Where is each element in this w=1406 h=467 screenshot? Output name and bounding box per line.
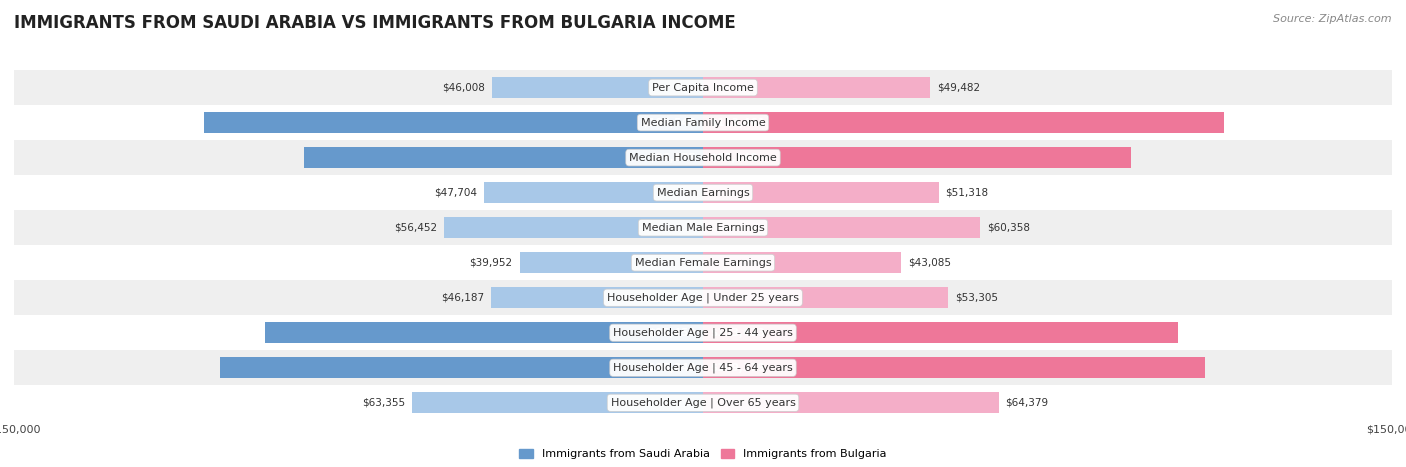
Bar: [703, 392, 998, 413]
Bar: [14, 385, 1392, 420]
Text: $95,450: $95,450: [648, 328, 696, 338]
Text: $93,148: $93,148: [710, 153, 758, 163]
Text: $105,249: $105,249: [641, 363, 696, 373]
Bar: [492, 77, 703, 98]
Bar: [703, 147, 1130, 168]
Bar: [14, 280, 1392, 315]
Bar: [703, 357, 1205, 378]
Bar: [14, 140, 1392, 175]
Text: $39,952: $39,952: [470, 258, 513, 268]
Bar: [412, 392, 703, 413]
Text: $108,544: $108,544: [641, 118, 696, 127]
Text: $113,461: $113,461: [710, 118, 765, 127]
Bar: [703, 287, 948, 308]
Text: Median Earnings: Median Earnings: [657, 188, 749, 198]
Text: IMMIGRANTS FROM SAUDI ARABIA VS IMMIGRANTS FROM BULGARIA INCOME: IMMIGRANTS FROM SAUDI ARABIA VS IMMIGRAN…: [14, 14, 735, 32]
Text: $56,452: $56,452: [394, 223, 437, 233]
Bar: [703, 77, 931, 98]
Bar: [14, 315, 1392, 350]
Bar: [444, 217, 703, 238]
Text: $64,379: $64,379: [1005, 398, 1049, 408]
Bar: [14, 245, 1392, 280]
Bar: [703, 112, 1225, 133]
Text: $63,355: $63,355: [361, 398, 405, 408]
Bar: [703, 252, 901, 273]
Text: $46,187: $46,187: [441, 293, 484, 303]
Bar: [14, 210, 1392, 245]
Text: $86,875: $86,875: [648, 153, 696, 163]
Bar: [14, 105, 1392, 140]
Text: $49,482: $49,482: [938, 83, 980, 92]
Text: Householder Age | 25 - 44 years: Householder Age | 25 - 44 years: [613, 327, 793, 338]
Bar: [14, 175, 1392, 210]
Text: Median Male Earnings: Median Male Earnings: [641, 223, 765, 233]
Text: $51,318: $51,318: [946, 188, 988, 198]
Text: $43,085: $43,085: [908, 258, 950, 268]
Text: Householder Age | Under 25 years: Householder Age | Under 25 years: [607, 292, 799, 303]
Bar: [304, 147, 703, 168]
Bar: [264, 322, 703, 343]
Text: $60,358: $60,358: [987, 223, 1031, 233]
Bar: [519, 252, 703, 273]
Text: $109,379: $109,379: [710, 363, 765, 373]
Text: Source: ZipAtlas.com: Source: ZipAtlas.com: [1274, 14, 1392, 24]
Legend: Immigrants from Saudi Arabia, Immigrants from Bulgaria: Immigrants from Saudi Arabia, Immigrants…: [515, 445, 891, 464]
Bar: [204, 112, 703, 133]
Text: Median Household Income: Median Household Income: [628, 153, 778, 163]
Bar: [703, 182, 939, 203]
Bar: [491, 287, 703, 308]
Text: $103,423: $103,423: [710, 328, 765, 338]
Text: $53,305: $53,305: [955, 293, 998, 303]
Text: Per Capita Income: Per Capita Income: [652, 83, 754, 92]
Bar: [484, 182, 703, 203]
Text: Householder Age | Over 65 years: Householder Age | Over 65 years: [610, 397, 796, 408]
Bar: [703, 322, 1178, 343]
Text: $47,704: $47,704: [434, 188, 477, 198]
Bar: [219, 357, 703, 378]
Bar: [703, 217, 980, 238]
Bar: [14, 350, 1392, 385]
Text: Householder Age | 45 - 64 years: Householder Age | 45 - 64 years: [613, 362, 793, 373]
Text: Median Family Income: Median Family Income: [641, 118, 765, 127]
Text: $46,008: $46,008: [441, 83, 485, 92]
Text: Median Female Earnings: Median Female Earnings: [634, 258, 772, 268]
Bar: [14, 70, 1392, 105]
